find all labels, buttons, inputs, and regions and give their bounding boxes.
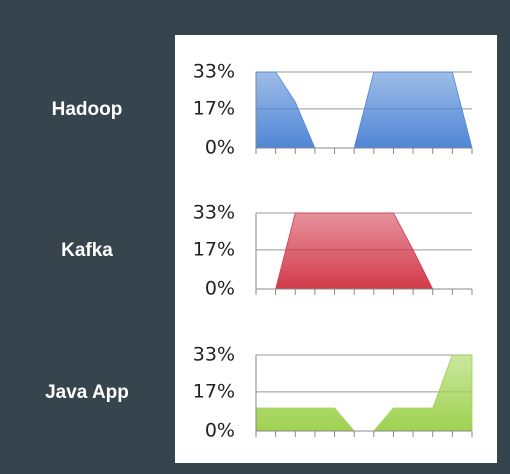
y-tick-label: 0% [205, 137, 235, 159]
y-tick-label: 0% [205, 278, 235, 300]
service-label: Java App [45, 382, 129, 403]
service-label: Hadoop [52, 99, 123, 120]
y-tick-label: 17% [193, 97, 235, 119]
y-tick-label: 17% [193, 238, 235, 260]
y-tick-label: 33% [193, 61, 235, 83]
y-tick-label: 17% [193, 380, 235, 402]
y-tick-label: 33% [193, 202, 235, 224]
y-tick-label: 0% [205, 420, 235, 442]
area [255, 71, 473, 149]
y-tick-label: 33% [193, 344, 235, 366]
service-label: Kafka [61, 240, 113, 261]
